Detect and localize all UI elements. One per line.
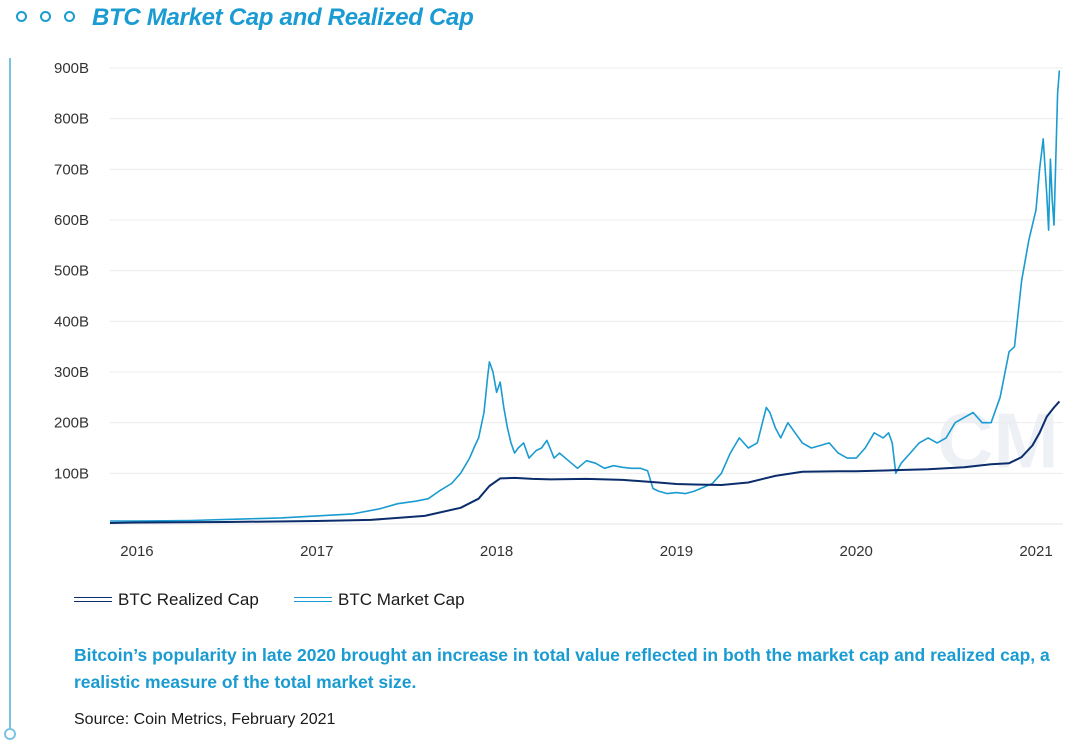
y-tick-label: 200B [54, 415, 89, 432]
coin-metrics-watermark-icon: CM [937, 396, 1058, 484]
x-tick-label: 2017 [300, 543, 333, 560]
legend-swatch-realized-cap [74, 597, 112, 602]
series-line-btc-realized-cap [109, 400, 1061, 524]
side-rule [9, 58, 11, 730]
legend-label-realized-cap: BTC Realized Cap [118, 590, 259, 609]
legend-label-market-cap: BTC Market Cap [338, 590, 465, 609]
y-tick-label: 500B [54, 263, 89, 280]
page-title: BTC Market Cap and Realized Cap [92, 4, 474, 31]
x-tick-label: 2019 [660, 543, 693, 560]
y-tick-label: 100B [54, 465, 89, 482]
legend-swatch-market-cap [294, 597, 332, 602]
header-dot-icon [40, 11, 51, 22]
y-tick-label: 300B [54, 364, 89, 381]
x-tick-label: 2020 [840, 543, 873, 560]
header-dot-icon [16, 11, 27, 22]
side-rule-end-icon [4, 728, 16, 740]
header-dot-icon [64, 11, 75, 22]
series-line-btc-market-cap [110, 70, 1061, 522]
y-tick-label: 600B [54, 212, 89, 229]
y-tick-label: 800B [54, 111, 89, 128]
header: BTC Market Cap and Realized Cap [0, 0, 1089, 40]
y-tick-label: 400B [54, 313, 89, 330]
chart: CM 100B 200B 300B 400B 500B 600B 700B 800B 900B 20… [54, 60, 1063, 560]
source-note: Source: Coin Metrics, February 2021 [74, 711, 336, 728]
y-tick-label: 700B [54, 161, 89, 178]
chart-caption: Bitcoin’s popularity in late 2020 brough… [74, 645, 1050, 692]
y-tick-label: 900B [54, 60, 89, 77]
x-tick-label: 2016 [120, 543, 153, 560]
x-tick-label: 2018 [480, 543, 513, 560]
x-tick-label: 2021 [1019, 543, 1052, 560]
